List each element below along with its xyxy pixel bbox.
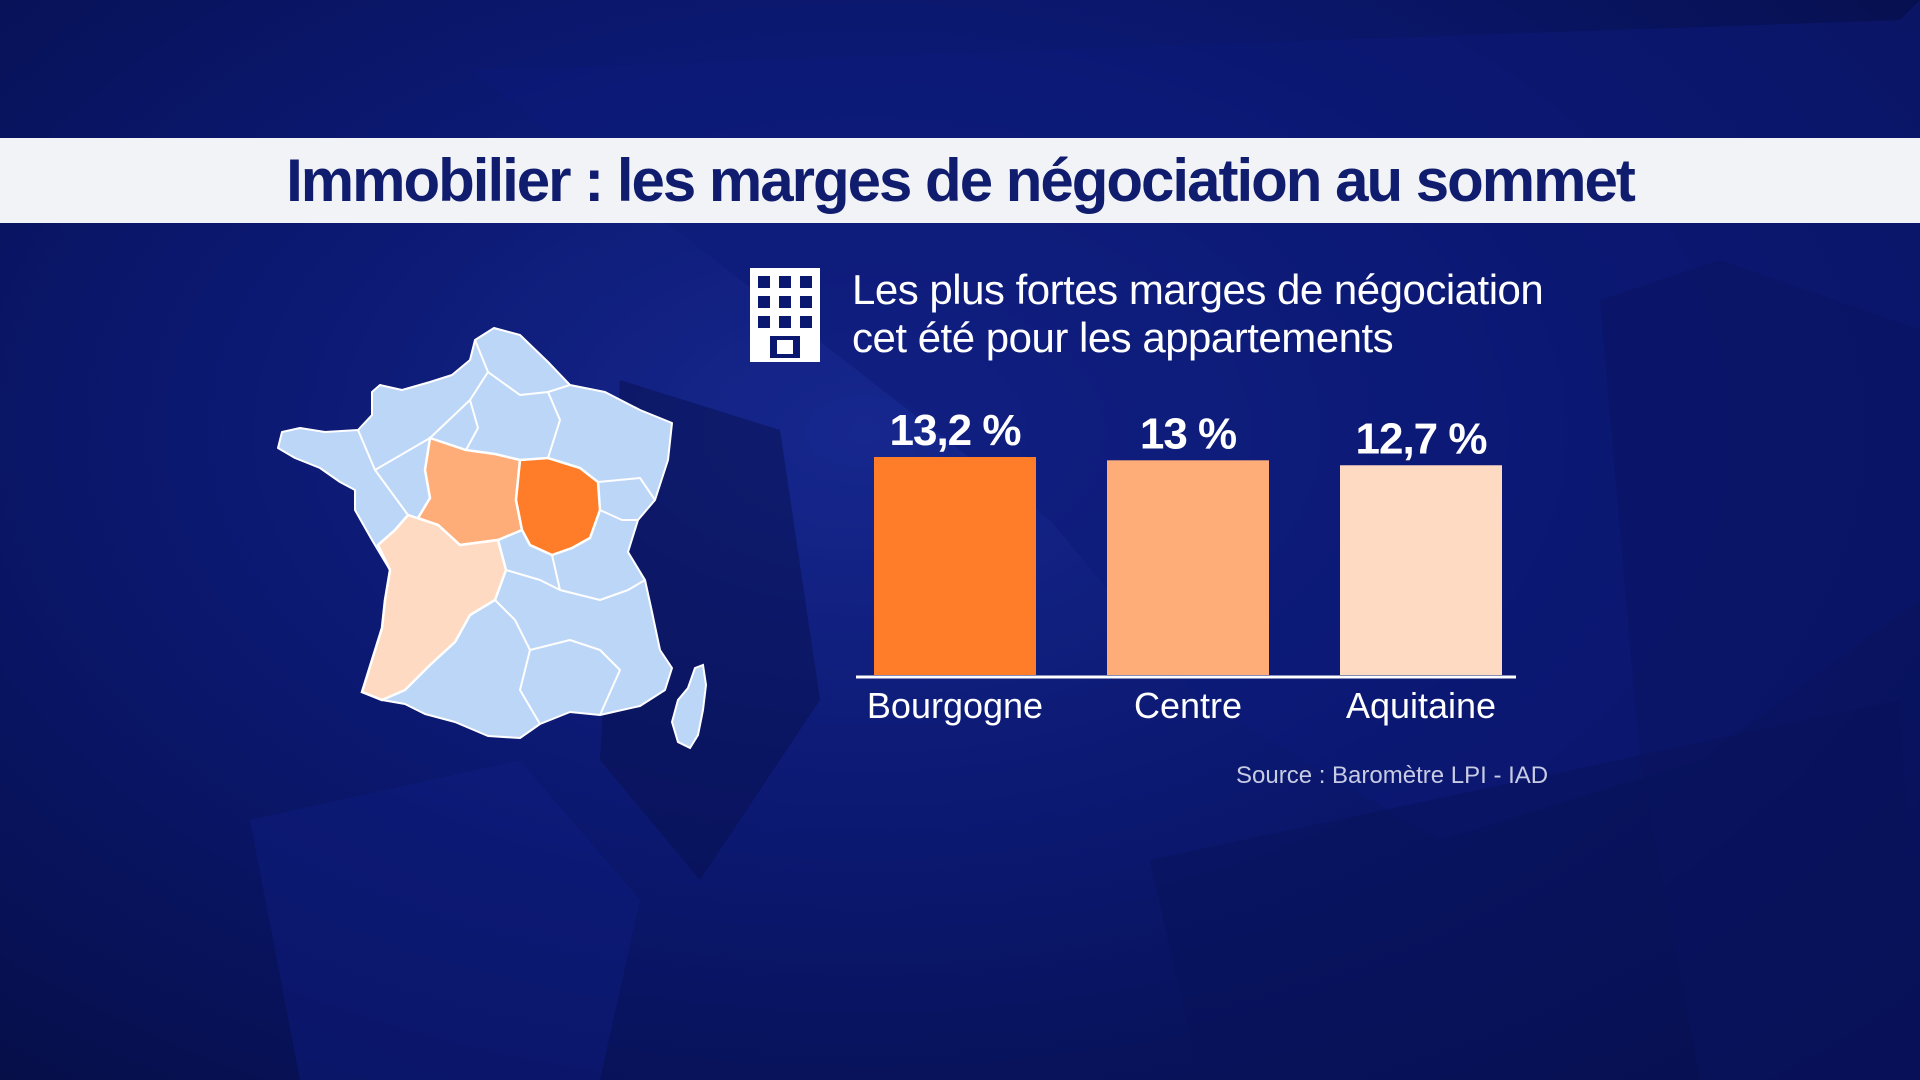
bar-centre: [1107, 460, 1269, 675]
map-corsica: [670, 663, 708, 750]
subtitle-line-2: cet été pour les appartements: [852, 314, 1394, 361]
map-region-bourgogne: [514, 456, 602, 557]
map-region-aquitaine: [360, 513, 508, 702]
map-internal-borders: [357, 339, 656, 725]
subtitle-line-1: Les plus fortes marges de négociation: [852, 266, 1544, 313]
bar-value-label-centre: 13 %: [1140, 409, 1236, 458]
chart-subtitle: Les plus fortes marges de négociation ce…: [852, 266, 1672, 362]
building-icon: [750, 268, 820, 362]
category-label-bourgogne: Bourgogne: [867, 685, 1043, 726]
category-label-aquitaine: Aquitaine: [1346, 685, 1496, 726]
bar-aquitaine: [1340, 465, 1502, 675]
headline: Immobilier : les marges de négociation a…: [286, 147, 1636, 214]
source-note: Source : Baromètre LPI - IAD: [1236, 762, 1549, 789]
bar-bourgogne: [874, 457, 1036, 675]
title-band: Immobilier : les marges de négociation a…: [0, 138, 1920, 223]
bar-value-label-aquitaine: 12,7 %: [1356, 414, 1487, 463]
bar-value-label-bourgogne: 13,2 %: [890, 406, 1021, 455]
category-label-centre: Centre: [1134, 685, 1242, 726]
